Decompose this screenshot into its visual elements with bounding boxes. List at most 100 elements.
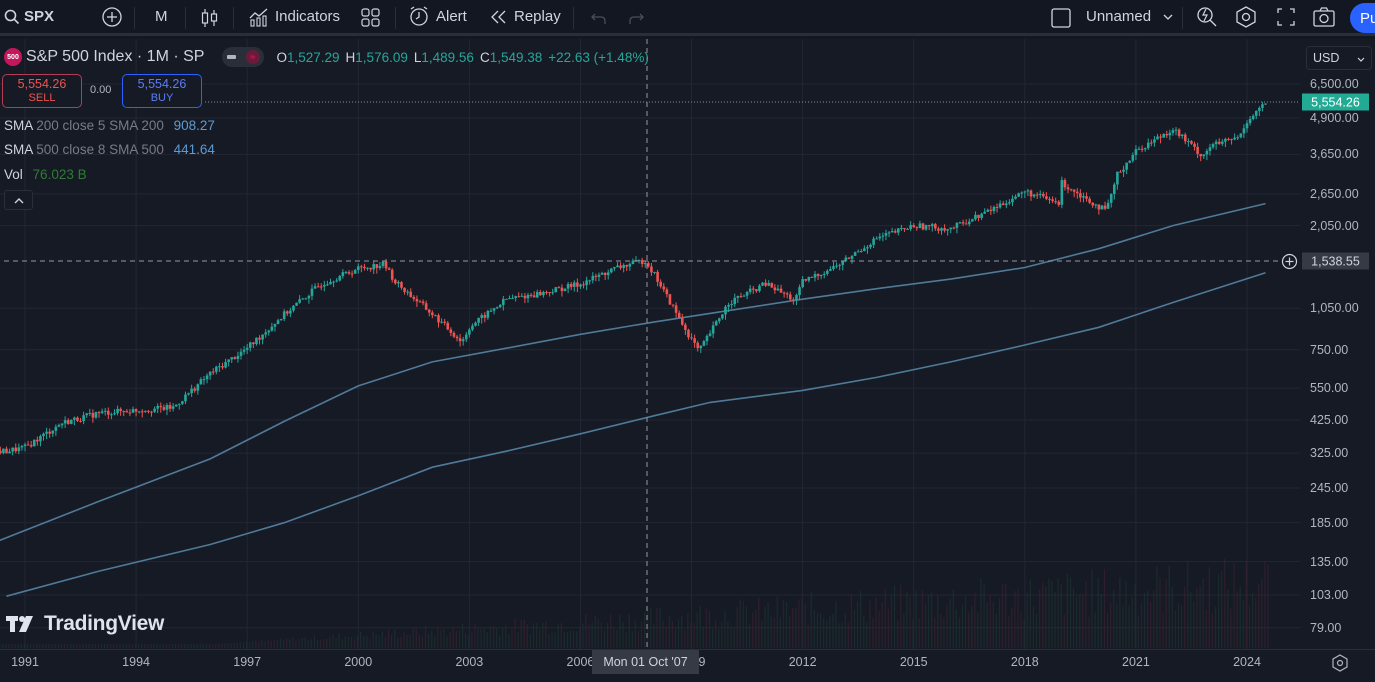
chart-pane[interactable] (0, 39, 1300, 649)
price-tick: 1,050.00 (1310, 301, 1359, 316)
time-tick: 2003 (455, 655, 484, 669)
time-tick: 1994 (122, 655, 150, 669)
indicator-value: 76.023 B (32, 167, 87, 182)
time-tick: 2024 (1233, 655, 1261, 669)
interval-label: M (155, 8, 168, 25)
indicator-value: 441.64 (173, 142, 215, 157)
time-tick: 2021 (1122, 655, 1150, 669)
time-tick: 2000 (344, 655, 373, 669)
alert-label: Alert (436, 8, 467, 25)
search-icon (4, 9, 20, 25)
templates-grid-icon[interactable] (361, 8, 380, 27)
time-tick: 1997 (233, 655, 262, 669)
indicator-params: 500 close 8 SMA 500 (36, 142, 164, 157)
camera-snapshot-icon[interactable] (1312, 6, 1336, 28)
buy-button[interactable]: 5,554.26 BUY (122, 74, 202, 108)
price-tick: 135.00 (1310, 554, 1349, 569)
indicators-button[interactable]: Indicators (248, 0, 340, 35)
time-tick: 2018 (1010, 655, 1039, 669)
axis-settings-icon[interactable] (1331, 654, 1349, 677)
divider (134, 7, 135, 29)
price-tick: 185.00 (1310, 515, 1349, 530)
candles-chart-type-icon[interactable] (200, 7, 220, 29)
publish-label: Pu (1360, 9, 1375, 27)
publish-button[interactable]: Pu (1350, 3, 1375, 33)
close-key: C (479, 49, 490, 65)
sell-price: 5,554.26 (17, 77, 67, 92)
low-key: L (413, 49, 422, 65)
price-tick: 425.00 (1310, 412, 1349, 427)
currency-dropdown[interactable]: USD (1306, 46, 1372, 70)
time-tick: 2012 (788, 655, 817, 669)
layout-name-dropdown[interactable]: Unnamed (1086, 0, 1173, 35)
layout-checkbox-icon[interactable] (1051, 8, 1071, 28)
divider (1182, 7, 1183, 29)
collapse-legend-button[interactable] (4, 190, 33, 210)
indicator-name: SMA (4, 142, 33, 157)
currency-label: USD (1313, 51, 1340, 65)
layout-name-label: Unnamed (1086, 8, 1152, 25)
indicator-value: 908.27 (173, 118, 215, 133)
indicator-sma-500[interactable]: SMA 500 close 8 SMA 500 441.64 (4, 142, 215, 157)
price-tick: 2,050.00 (1310, 218, 1359, 233)
price-tick: 79.00 (1310, 620, 1342, 635)
undo-icon[interactable] (590, 10, 608, 26)
change-value: +22.63 (+1.48%) (548, 49, 649, 65)
visibility-toggle[interactable]: ≈ (222, 47, 265, 67)
chevron-down-icon (1163, 14, 1173, 20)
sell-label: SELL (28, 91, 56, 104)
current-price-label: 5,554.26 (1302, 93, 1369, 111)
price-tick: 4,900.00 (1310, 111, 1359, 125)
indicator-params: 200 close 5 SMA 200 (36, 118, 164, 133)
close-value: 1,549.38 (489, 49, 543, 65)
crosshair-price-label: 1,538.55 (1302, 252, 1369, 270)
divider (395, 7, 396, 29)
indicator-volume[interactable]: Vol 76.023 B (4, 167, 87, 182)
divider (573, 7, 574, 29)
symbol-label: SPX (24, 8, 55, 25)
quick-search-lightning-icon[interactable] (1196, 6, 1218, 28)
chevron-up-icon (14, 193, 24, 207)
chart-legend: 500 S&P 500 Index · 1M · SP ≈ O 1,527.29 … (4, 47, 655, 67)
sell-button[interactable]: 5,554.26 SELL (2, 74, 82, 108)
indicators-icon (248, 7, 270, 27)
time-tick: 1991 (11, 655, 39, 669)
price-tick: 325.00 (1310, 446, 1349, 461)
symbol-logo-badge: 500 (4, 48, 22, 66)
low-value: 1,489.56 (421, 49, 474, 65)
interval-button[interactable]: M (155, 0, 168, 35)
price-axis[interactable] (1300, 39, 1375, 649)
buy-price: 5,554.26 (137, 77, 187, 92)
compare-add-icon[interactable] (101, 6, 123, 28)
flag-icon: ≈ (245, 50, 260, 64)
crosshair-time-label: Mon 01 Oct '07 (592, 650, 699, 674)
high-value: 1,576.09 (355, 49, 408, 65)
indicator-name: Vol (4, 167, 23, 182)
series-title[interactable]: S&P 500 Index · 1M · SP (26, 48, 205, 65)
volume-bars (0, 558, 1269, 648)
indicator-sma-200[interactable]: SMA 200 close 5 SMA 200 908.27 (4, 118, 215, 133)
open-value: 1,527.29 (286, 49, 340, 65)
price-tick: 103.00 (1310, 588, 1349, 602)
tradingview-logo-icon (6, 615, 38, 633)
chevron-down-icon (1357, 51, 1365, 65)
divider (233, 7, 234, 29)
alarm-clock-icon (408, 5, 430, 28)
symbol-search[interactable]: SPX (4, 0, 54, 35)
fullscreen-icon[interactable] (1276, 7, 1296, 27)
tradingview-watermark: TradingView (6, 612, 164, 636)
crosshair-overlay (4, 39, 1300, 649)
add-plus-icon[interactable] (1281, 253, 1298, 275)
settings-hexagon-icon[interactable] (1235, 6, 1257, 28)
candles (0, 101, 1267, 456)
redo-icon[interactable] (627, 10, 645, 26)
alert-button[interactable]: Alert (408, 0, 467, 35)
price-tick: 750.00 (1310, 342, 1349, 357)
watermark-text: TradingView (44, 612, 165, 635)
high-key: H (345, 49, 356, 65)
replay-rewind-icon (490, 10, 508, 24)
replay-button[interactable]: Replay (490, 0, 561, 35)
time-tick: 2015 (899, 655, 928, 669)
replay-label: Replay (514, 8, 561, 25)
